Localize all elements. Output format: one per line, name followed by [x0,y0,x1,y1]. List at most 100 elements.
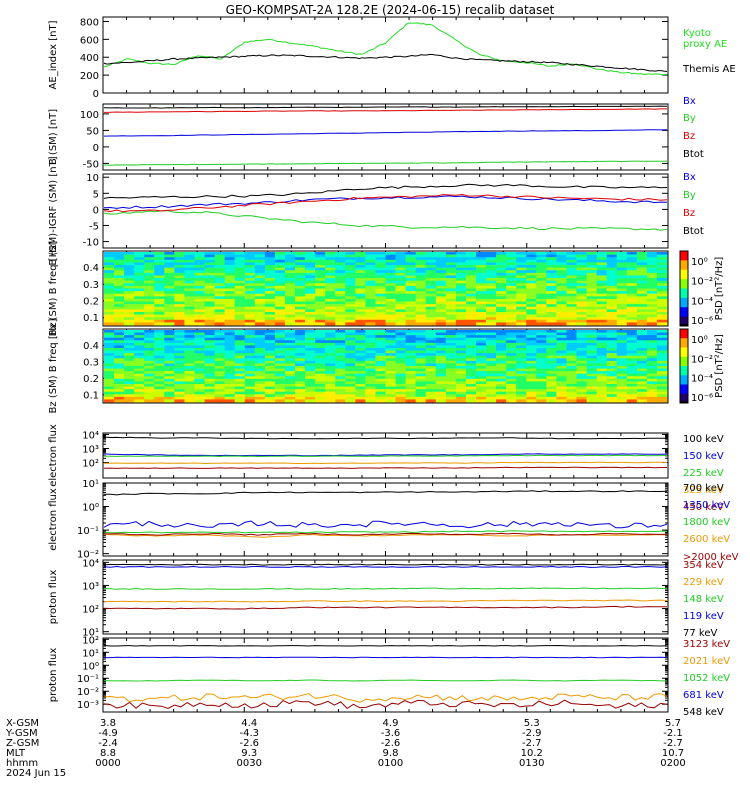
heatmap-cell [556,353,567,357]
heatmap-cell [184,293,195,297]
heatmap-cell [134,262,145,266]
heatmap-cell [576,335,587,339]
heatmap-cell [465,345,477,349]
heatmap-cell [506,306,517,310]
heatmap-cell [355,337,366,341]
heatmap-cell [284,386,296,390]
heatmap-cell [646,394,658,398]
heatmap-cell [375,311,386,315]
heatmap-cell [224,384,236,387]
heatmap-cell [144,396,155,400]
heatmap-cell [124,342,135,346]
heatmap-cell [124,317,135,321]
heatmap-cell [244,275,256,279]
heatmap-cell [214,391,226,395]
heatmap-cell [435,332,447,336]
heatmap-cell [556,262,567,266]
heatmap-cell [606,368,618,372]
heatmap-cell [646,360,658,364]
heatmap-cell [435,270,447,274]
heatmap-cell [305,345,316,349]
heatmap-cell [264,348,276,351]
heatmap-cell [435,381,447,385]
heatmap-cell [596,322,608,326]
heatmap-cell [124,391,135,395]
legend-entry: Bz [683,208,695,219]
heatmap-cell [365,396,376,400]
heatmap-cell [204,306,215,310]
heatmap-cell [596,355,608,359]
heatmap-cell [375,262,386,266]
colorbar-cell [680,329,688,332]
heatmap-cell [325,296,336,300]
heatmap-cell [154,363,165,367]
heatmap-cell [395,280,407,284]
heatmap-cell [536,332,547,336]
heatmap-cell [174,363,185,367]
heatmap-cell [365,285,376,289]
heatmap-cell [526,304,537,308]
heatmap-cell [194,348,205,351]
heatmap-cell [274,396,286,400]
heatmap-cell [174,311,185,315]
heatmap-cell [315,254,326,258]
heatmap-cell [526,340,537,344]
colorbar-cell [680,390,688,393]
heatmap-cell [274,355,286,359]
heatmap-cell [164,288,175,292]
heatmap-cell [405,353,417,357]
heatmap-cell [264,360,276,364]
heatmap-cell [606,257,618,261]
heatmap-cell [224,389,236,393]
heatmap-cell [184,252,195,256]
heatmap-cell [315,348,326,351]
heatmap-cell [425,298,437,302]
x-axis-row-label: hhmm [6,758,38,769]
heatmap-cell [546,355,557,359]
heatmap-cell [415,304,427,308]
heatmap-cell [254,353,266,357]
heatmap-cell [636,360,648,364]
heatmap-cell [576,298,587,302]
heatmap-cell [606,391,618,395]
heatmap-cell [475,358,487,362]
heatmap-cell [174,314,185,318]
heatmap-cell [154,254,165,258]
heatmap-cell [385,366,396,369]
heatmap-cell [134,391,145,395]
heatmap-cell [194,330,205,333]
colorbar-cell [680,264,688,267]
heatmap-cell [455,304,467,308]
heatmap-cell [375,288,386,292]
heatmap-cell [606,330,618,333]
heatmap-cell [345,353,356,357]
heatmap-cell [325,373,336,377]
heatmap-cell [164,340,175,344]
heatmap-cell [445,394,457,398]
heatmap-cell [114,309,125,313]
heatmap-cell [526,319,537,323]
heatmap-cell [224,317,236,321]
heatmap-cell [325,306,336,310]
heatmap-cell [526,291,537,295]
heatmap-cell [656,363,668,367]
heatmap-cell [586,340,598,344]
heatmap-cell [425,293,437,297]
heatmap-cell [104,306,115,310]
heatmap-cell [506,309,517,313]
heatmap-cell [124,280,135,284]
heatmap-cell [596,391,608,395]
heatmap-cell [606,262,618,266]
heatmap-cell [124,275,135,279]
heatmap-cell [224,319,236,323]
heatmap-cell [194,278,205,282]
heatmap-cell [254,376,266,380]
heatmap-cell [355,378,366,382]
series-line [103,183,668,199]
heatmap-cell [224,371,236,375]
heatmap-cell [274,317,286,321]
heatmap-cell [536,396,547,400]
heatmap-cell [234,381,246,385]
heatmap-cell [566,267,577,271]
heatmap-cell [546,386,557,390]
